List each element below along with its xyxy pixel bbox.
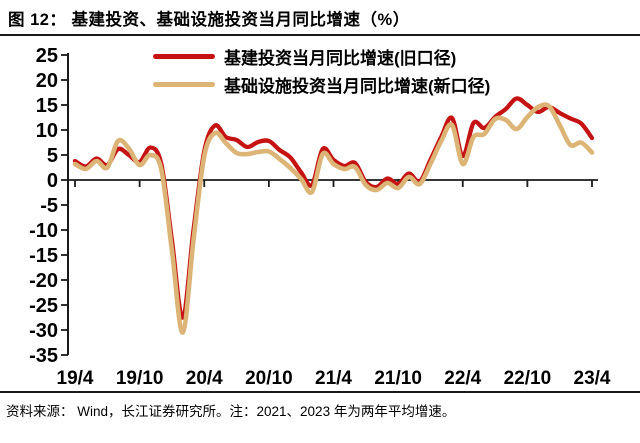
- legend-item-new-caliber: 基础设施投资当月同比增速(新口径): [153, 70, 490, 98]
- legend-label: 基础设施投资当月同比增速(新口径): [224, 76, 491, 96]
- y-tick-label: -10: [29, 220, 58, 242]
- x-tick-label: 20/10: [245, 368, 293, 389]
- red-line-swatch: [153, 53, 215, 59]
- y-tick-label: -25: [29, 295, 58, 317]
- legend-label: 基建投资当月同比增速(旧口径): [224, 48, 457, 68]
- x-tick-label: 21/10: [374, 368, 422, 389]
- series-line-1: [72, 102, 595, 335]
- y-tick-label: -30: [29, 320, 58, 342]
- legend-item-old-caliber: 基建投资当月同比增速(旧口径): [153, 42, 490, 70]
- x-tick-label: 23/4: [574, 368, 611, 389]
- series-line-0: [72, 96, 595, 320]
- y-tick-label: 5: [47, 145, 58, 167]
- x-tick-label: 19/4: [57, 368, 94, 389]
- y-tick-label: 15: [36, 95, 58, 117]
- x-tick-label: 21/4: [315, 368, 352, 389]
- title-divider: [0, 34, 640, 36]
- y-tick-label: -20: [29, 270, 58, 292]
- y-tick-label: -15: [29, 245, 58, 267]
- x-tick-label: 22/10: [504, 368, 552, 389]
- footer-divider: [0, 391, 640, 393]
- figure-title: 图 12： 基建投资、基础设施投资当月同比增速（%）: [8, 11, 410, 29]
- x-tick-label: 22/4: [444, 368, 481, 389]
- x-tick-label: 20/4: [186, 368, 223, 389]
- y-tick-label: 0: [47, 170, 58, 192]
- source-note: 资料来源： Wind，长江证券研究所。注：2021、2023 年为两年平均增速。: [6, 404, 456, 419]
- y-tick-label: 10: [36, 120, 58, 142]
- y-tick-label: 25: [36, 45, 58, 67]
- x-tick-label: 19/10: [116, 368, 164, 389]
- tan-line-swatch: [153, 81, 215, 87]
- chart-legend: 基建投资当月同比增速(旧口径) 基础设施投资当月同比增速(新口径): [153, 42, 490, 98]
- y-tick-label: 20: [36, 70, 58, 92]
- y-tick-label: -5: [40, 195, 58, 217]
- y-tick-label: -35: [29, 345, 58, 367]
